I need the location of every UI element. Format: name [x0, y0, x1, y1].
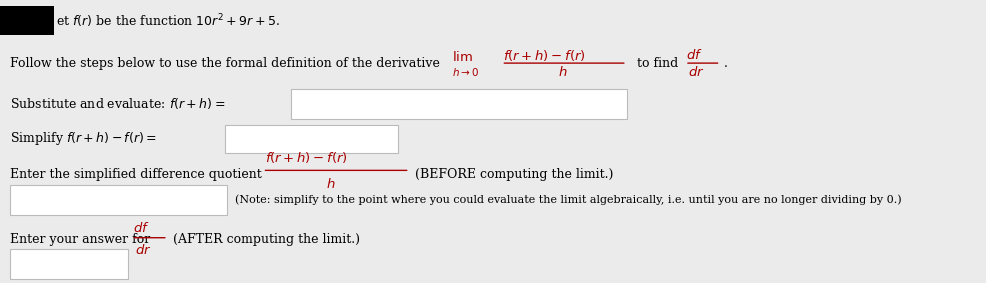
FancyBboxPatch shape	[0, 6, 54, 35]
Text: Substitute and evaluate: $f(r + h) =$: Substitute and evaluate: $f(r + h) =$	[10, 96, 225, 111]
Text: $f(r + h) - f(r)$: $f(r + h) - f(r)$	[264, 150, 347, 165]
Text: Simplify $f(r + h) - f(r) =$: Simplify $f(r + h) - f(r) =$	[10, 130, 157, 147]
FancyBboxPatch shape	[291, 89, 626, 119]
Text: Follow the steps below to use the formal definition of the derivative: Follow the steps below to use the formal…	[10, 57, 440, 70]
Text: to find: to find	[636, 57, 677, 70]
Text: (BEFORE computing the limit.): (BEFORE computing the limit.)	[414, 168, 612, 181]
Text: et $f(r)$ be the function $10r^2 + 9r + 5$.: et $f(r)$ be the function $10r^2 + 9r + …	[56, 12, 280, 30]
Text: $dr$: $dr$	[687, 65, 704, 79]
Text: $dr$: $dr$	[135, 243, 152, 257]
Text: $\lim$: $\lim$	[452, 50, 472, 64]
Text: $df$: $df$	[133, 221, 150, 235]
FancyBboxPatch shape	[10, 249, 128, 279]
Text: $h$: $h$	[325, 177, 335, 191]
Text: Enter the simplified difference quotient: Enter the simplified difference quotient	[10, 168, 261, 181]
Text: $h\to 0$: $h\to 0$	[452, 66, 479, 78]
Text: (Note: simplify to the point where you could evaluate the limit algebraically, i: (Note: simplify to the point where you c…	[235, 194, 900, 205]
Text: $df$: $df$	[685, 48, 702, 62]
Text: Enter your answer for: Enter your answer for	[10, 233, 150, 246]
Text: (AFTER computing the limit.): (AFTER computing the limit.)	[173, 233, 359, 246]
Text: $h$: $h$	[557, 65, 567, 79]
FancyBboxPatch shape	[225, 125, 397, 153]
Text: $f(r+h) - f(r)$: $f(r+h) - f(r)$	[503, 48, 586, 63]
FancyBboxPatch shape	[10, 185, 227, 215]
Text: .: .	[723, 57, 727, 70]
